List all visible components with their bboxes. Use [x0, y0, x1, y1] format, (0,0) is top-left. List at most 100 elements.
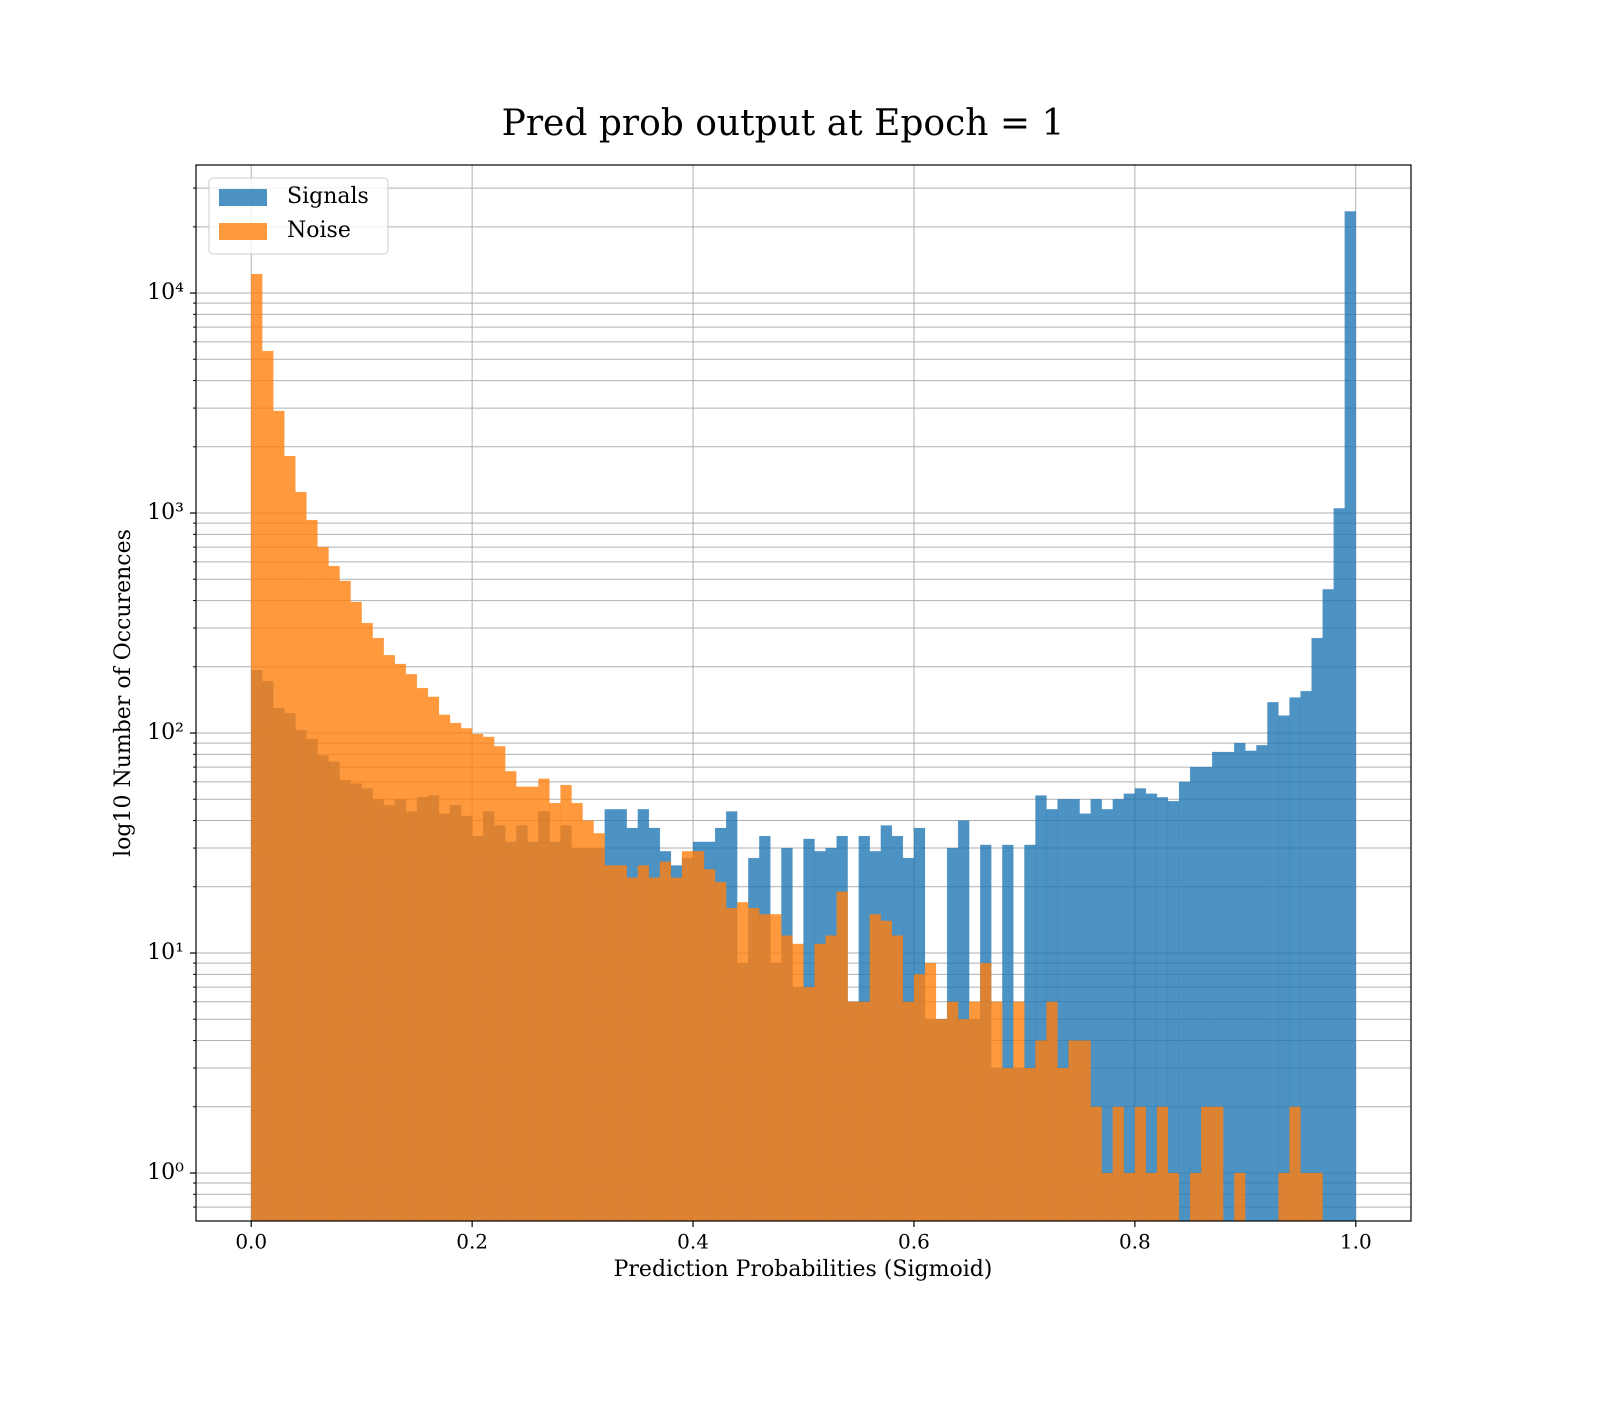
histogram-bar: [593, 833, 605, 1221]
histogram-bar: [803, 986, 815, 1221]
axes: 0.0 0.2 0.4 0.6 0.8 1.0 10⁰ 10¹ 10² 10³ 10⁴: [147, 187, 1372, 1254]
histogram-bar: [1189, 766, 1202, 1221]
histogram-bar: [1300, 690, 1312, 1221]
histogram-bar: [604, 865, 616, 1221]
histogram-bar: [957, 1018, 970, 1221]
histogram-bar: [725, 907, 738, 1221]
histogram-bar: [1134, 1106, 1147, 1221]
histogram-bar: [770, 914, 782, 1221]
histogram-bar: [571, 802, 583, 1221]
histogram-bar: [295, 491, 307, 1221]
histogram-bar: [1245, 750, 1257, 1221]
histogram-bar: [361, 622, 373, 1221]
histogram-bar: [560, 784, 572, 1221]
histogram-bar: [383, 654, 396, 1221]
histogram-bar: [1057, 1067, 1069, 1221]
histogram-bar: [471, 733, 484, 1221]
histogram-bar: [714, 881, 727, 1221]
histogram-bar: [1333, 508, 1345, 1221]
y-tick-label: 10³: [147, 500, 184, 525]
histogram-bar: [1211, 751, 1224, 1221]
histogram-bar: [372, 637, 385, 1221]
y-tick-label: 10⁴: [147, 280, 184, 305]
x-axis-label: Prediction Probabilities (Sigmoid): [614, 1257, 993, 1282]
histogram-bar: [1035, 1040, 1047, 1221]
histogram-bar: [681, 851, 694, 1221]
histogram-bar: [1256, 744, 1268, 1221]
histogram-bar: [670, 877, 683, 1221]
histogram-bar: [1222, 751, 1235, 1221]
histogram-bar: [1211, 1106, 1224, 1221]
y-axis-label: log10 Number of Occurences: [111, 529, 136, 857]
histogram-bar: [1267, 701, 1279, 1221]
histogram-bar: [250, 273, 263, 1221]
histogram-bar: [692, 851, 705, 1221]
histogram-bar: [350, 601, 362, 1221]
bars: [250, 211, 1357, 1221]
x-tick-label: 0.6: [898, 1230, 930, 1254]
histogram-bar: [1090, 1106, 1102, 1221]
histogram-bar: [482, 736, 495, 1221]
histogram-bar: [703, 869, 716, 1221]
histogram-bar: [1156, 1106, 1169, 1221]
histogram-bar: [1101, 809, 1114, 1221]
y-tick-label: 10⁰: [147, 1160, 184, 1185]
histogram-bar: [1123, 793, 1136, 1221]
histogram-bar: [946, 1001, 959, 1221]
legend-label: Noise: [287, 218, 351, 243]
histogram-bar: [880, 920, 893, 1221]
histogram-bar: [968, 1001, 981, 1221]
histogram-bar: [1234, 1172, 1246, 1221]
histogram-bar: [924, 962, 937, 1221]
histogram-bar: [1200, 1106, 1213, 1221]
histogram-bar: [416, 687, 429, 1221]
histogram-bar: [339, 580, 351, 1221]
legend-swatch: [219, 223, 267, 240]
histogram-bar: [792, 943, 804, 1221]
histogram-bar: [913, 974, 926, 1221]
histogram-bar: [262, 350, 274, 1221]
histogram-bar: [991, 1001, 1003, 1221]
histogram-bar: [847, 1001, 859, 1221]
histogram-bar: [284, 455, 296, 1221]
histogram-bar: [460, 728, 473, 1221]
histogram-bar: [935, 1018, 948, 1221]
histogram-bar: [582, 820, 594, 1221]
histogram-bar: [527, 786, 539, 1221]
histogram-bar: [438, 714, 451, 1221]
histogram-bar: [1289, 1106, 1301, 1221]
histogram-bar: [328, 565, 340, 1221]
histogram-bar: [427, 696, 440, 1221]
histogram-bar: [1311, 637, 1323, 1221]
histogram-bar: [516, 786, 528, 1221]
histogram-bar: [626, 877, 639, 1221]
histogram-bar: [659, 861, 672, 1221]
histogram-bar: [736, 902, 749, 1221]
histogram-bar: [1234, 742, 1246, 1221]
histogram-bar: [814, 943, 826, 1221]
histogram-bar: [1123, 1172, 1136, 1221]
histogram-bar: [1101, 1172, 1114, 1221]
plot-frame: [195, 164, 1412, 1222]
histogram-bar: [1167, 800, 1180, 1221]
histogram-bar: [1013, 1001, 1025, 1221]
histogram-bar: [549, 802, 561, 1221]
histogram-bar: [637, 865, 650, 1221]
histogram-bar: [1002, 1067, 1014, 1221]
y-tick-label: 10¹: [147, 940, 184, 965]
histogram-bar: [1322, 589, 1334, 1221]
histogram-bar: [1278, 1172, 1290, 1221]
x-tick-label: 0.2: [456, 1230, 488, 1254]
histogram-bar: [825, 935, 837, 1221]
histogram-bar: [1145, 793, 1158, 1221]
histogram-bar: [394, 663, 407, 1221]
chart-title: Pred prob output at Epoch = 1: [502, 103, 1065, 144]
histogram-bar: [748, 907, 760, 1221]
histogram-bar: [615, 865, 628, 1221]
histogram-bar: [1311, 1172, 1323, 1221]
legend-swatch: [219, 189, 267, 206]
histogram-bar: [979, 962, 992, 1221]
histogram-bar: [306, 519, 318, 1221]
histogram-bar: [836, 891, 848, 1221]
